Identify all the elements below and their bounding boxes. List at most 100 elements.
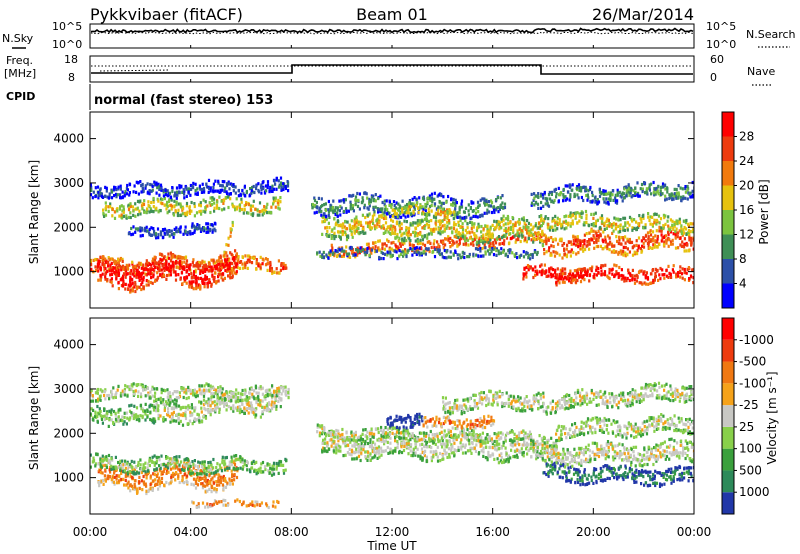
power-cell	[566, 197, 569, 201]
power-cell	[560, 237, 563, 241]
power-cell	[559, 277, 562, 281]
power-cell	[470, 221, 474, 225]
power-cell	[626, 276, 629, 281]
velocity-cell	[99, 459, 102, 463]
velocity-cell	[131, 475, 134, 479]
power-cell	[122, 208, 125, 212]
power-cell	[251, 213, 254, 218]
power-cell	[154, 234, 157, 238]
cpid-text: normal (fast stereo) 153	[94, 93, 273, 108]
power-cell	[209, 186, 212, 190]
velocity-cell	[165, 471, 168, 475]
power-cell	[427, 247, 430, 251]
power-cell	[177, 202, 180, 206]
power-cell	[397, 239, 400, 243]
power-cell	[151, 184, 154, 189]
power-cell	[354, 202, 357, 206]
velocity-cell	[169, 462, 172, 466]
velocity-cell	[100, 479, 103, 483]
velocity-cell	[145, 489, 148, 493]
power-cell	[418, 251, 421, 255]
power-cell	[184, 214, 187, 218]
power-cell	[485, 199, 488, 204]
power-cell	[323, 203, 326, 207]
power-cell	[190, 187, 193, 191]
power-cell	[274, 198, 277, 203]
power-cell	[362, 248, 365, 252]
power-cell	[630, 195, 633, 199]
power-cell	[100, 192, 103, 196]
power-band-13	[537, 209, 694, 236]
velocity-cell	[158, 458, 161, 462]
power-cell	[140, 277, 143, 281]
power-cell	[441, 240, 445, 244]
power-cell	[282, 182, 285, 186]
power-cell	[428, 205, 432, 209]
power-cell	[534, 194, 537, 198]
power-cell	[427, 210, 430, 215]
power-cell	[675, 219, 678, 223]
power-cell	[391, 219, 395, 223]
power-cell	[331, 246, 334, 250]
power-cell	[500, 236, 503, 240]
power-cell	[280, 181, 283, 185]
power-cell	[405, 238, 408, 243]
velocity-cell	[119, 459, 122, 463]
power-cell	[606, 242, 609, 246]
power-cell	[565, 226, 568, 230]
velocity-cell	[177, 467, 180, 471]
power-cell	[540, 214, 543, 218]
power-cell	[594, 200, 597, 204]
power-cell	[212, 259, 215, 263]
power-cell	[184, 278, 187, 282]
power-cell	[600, 264, 603, 268]
power-cell	[175, 265, 178, 269]
power-cell	[675, 187, 678, 192]
power-cell	[516, 220, 520, 224]
power-cell	[104, 185, 107, 189]
power-cell	[443, 223, 446, 227]
power-cell	[222, 201, 225, 205]
velocity-cell	[129, 489, 132, 493]
power-cell	[131, 286, 134, 290]
power-cell	[517, 237, 520, 242]
power-cell	[658, 242, 661, 247]
velocity-cell	[163, 467, 166, 471]
power-cell	[134, 230, 137, 234]
power-cell	[439, 232, 442, 236]
power-cell	[383, 214, 386, 218]
power-cell	[690, 222, 693, 226]
power-cell	[167, 252, 170, 256]
power-cell	[383, 199, 386, 203]
power-cell	[573, 194, 576, 198]
power-cell	[228, 187, 231, 191]
power-cell	[669, 272, 672, 276]
power-cell	[469, 236, 472, 240]
power-cell	[564, 184, 567, 188]
velocity-cell	[221, 455, 224, 459]
power-cell	[512, 225, 515, 229]
power-cell	[277, 185, 281, 189]
power-cell	[104, 277, 107, 281]
power-cell	[208, 280, 211, 285]
power-cell	[348, 226, 352, 230]
velocity-cell	[99, 462, 102, 466]
power-cell	[430, 209, 433, 213]
power-cell	[568, 198, 571, 202]
velocity-cell	[235, 475, 239, 480]
power-cell	[225, 196, 228, 200]
power-cell	[627, 190, 630, 194]
power-cell	[355, 225, 358, 229]
power-cell	[153, 229, 156, 233]
power-cell	[547, 193, 551, 197]
power-cell	[664, 187, 667, 191]
velocity-cell	[210, 484, 213, 488]
velocity-cell	[138, 480, 141, 484]
power-cell	[658, 229, 661, 233]
power-cell	[659, 185, 663, 189]
power-cell	[647, 212, 650, 216]
power-cell	[139, 262, 143, 266]
power-cell	[439, 206, 442, 210]
power-cell	[536, 250, 539, 255]
power-cell	[622, 276, 625, 280]
